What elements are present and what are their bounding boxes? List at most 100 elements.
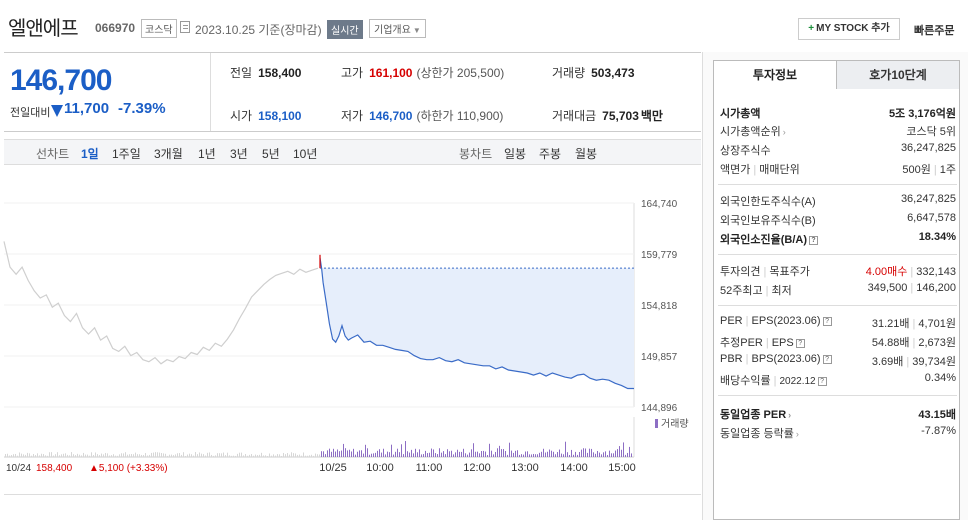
- foreign-rate-label-wrap: 외국인소진율(B/A)?: [720, 231, 818, 247]
- chevron-right-icon: ›: [788, 410, 792, 420]
- foreign-hold-row: 외국인보유주식수(B) 6,647,578: [720, 212, 956, 230]
- candle-weekly[interactable]: 주봉: [539, 147, 562, 161]
- help-icon[interactable]: ?: [817, 377, 827, 386]
- volume-bar: [307, 455, 308, 457]
- volume-bar: [331, 451, 332, 457]
- add-mystock-button[interactable]: + MY STOCK 추가: [798, 18, 900, 40]
- volume-legend-label: 거래량: [661, 418, 689, 430]
- volume-bar: [101, 453, 102, 457]
- y-tick-label: 149,857: [641, 352, 678, 363]
- sector-change-label: 동일업종 등락률: [720, 428, 794, 440]
- volume-bar: [581, 449, 582, 457]
- volume-bar: [585, 448, 586, 457]
- par-value: 500원: [902, 164, 931, 176]
- dividend-label: 배당수익률: [720, 375, 771, 387]
- help-icon[interactable]: ?: [822, 355, 832, 364]
- volume-bar: [507, 454, 508, 457]
- volume-bar: [555, 454, 556, 457]
- volume-bar: [51, 452, 52, 457]
- quick-order-link[interactable]: 빠른주문: [914, 25, 955, 37]
- volume-bar: [63, 453, 64, 457]
- volume-bar: [11, 455, 12, 457]
- volume-bar: [329, 448, 330, 457]
- period-3m[interactable]: 3개월: [154, 147, 183, 161]
- volume-bar: [575, 451, 576, 457]
- mcap-rank-row[interactable]: 시가총액순위 › 코스닥 5위: [720, 123, 956, 141]
- volume-bar: [125, 452, 126, 457]
- volume-bar: [417, 452, 418, 457]
- company-overview-label: 기업개요: [374, 25, 411, 36]
- volume-bar: [143, 455, 144, 457]
- company-overview-dropdown[interactable]: 기업개요 ▼: [369, 19, 426, 38]
- volume-bar: [93, 455, 94, 457]
- base-date: 2023.10.25 기준(장마감): [195, 23, 322, 37]
- x-tick-label: 11:00: [416, 462, 443, 474]
- period-10y[interactable]: 10년: [293, 147, 318, 161]
- period-5y[interactable]: 5년: [262, 147, 280, 161]
- volume-bar: [503, 449, 504, 457]
- period-1d[interactable]: 1일: [81, 147, 99, 161]
- help-icon[interactable]: ?: [809, 236, 818, 245]
- y-tick-label: 164,740: [641, 199, 678, 210]
- volume-bar: [397, 448, 398, 457]
- volume-bar: [233, 455, 234, 457]
- volume-bar: [553, 451, 554, 457]
- w52-row: 52주최고 | 최저 349,500 | 146,200: [720, 282, 956, 300]
- tab-orderbook-10[interactable]: 호가10단계: [836, 60, 960, 90]
- volume-bar: [429, 452, 430, 457]
- volume-bar: [339, 451, 340, 457]
- volume-bar: [509, 442, 510, 457]
- divider: [718, 305, 957, 306]
- volume-bar: [47, 455, 48, 457]
- volume-bar: [453, 454, 454, 457]
- volume-bar: [231, 455, 232, 457]
- volume-bar: [97, 454, 98, 457]
- est-eps-label: EPS: [771, 337, 794, 349]
- opinion-row: 투자의견 | 목표주가 4.00매수 | 332,143: [720, 263, 956, 281]
- volume-bar: [541, 451, 542, 457]
- volume-bar: [593, 452, 594, 457]
- sector-per-row[interactable]: 동일업종 PER › 43.15배: [720, 406, 956, 424]
- volume-bar: [95, 452, 96, 457]
- volume-bar: [497, 448, 498, 457]
- foreign-rate-label: 외국인소진율(B/A): [720, 234, 807, 246]
- volume-bar: [85, 454, 86, 457]
- help-icon[interactable]: ?: [795, 339, 805, 348]
- volume-bar: [265, 455, 266, 457]
- volume-bar: [623, 442, 624, 457]
- period-1y[interactable]: 1년: [198, 147, 216, 161]
- volume-bar: [201, 453, 202, 457]
- period-3y[interactable]: 3년: [230, 147, 248, 161]
- low-value: 146,700: [369, 109, 413, 123]
- realtime-badge[interactable]: 실시간: [327, 20, 363, 39]
- w52-low-value: 146,200: [916, 282, 956, 294]
- tab-invest-info[interactable]: 투자정보: [713, 60, 837, 90]
- volume-bar: [347, 450, 348, 457]
- prev-close: 전일 158,400: [230, 64, 301, 81]
- per-value: 31.21배: [871, 318, 910, 330]
- volume-bar: [217, 453, 218, 457]
- volume-bar: [589, 448, 590, 457]
- volume-bar: [479, 453, 480, 457]
- period-1w[interactable]: 1주일: [112, 147, 141, 161]
- volume-bar: [333, 448, 334, 457]
- volume-bar: [247, 455, 248, 457]
- volume-value: 503,473: [591, 66, 635, 80]
- high-price: 고가 161,100 (상한가 205,500): [341, 64, 504, 81]
- par-unit-values: 500원 | 1주: [902, 161, 956, 177]
- volume-bar: [261, 452, 262, 457]
- candle-daily[interactable]: 일봉: [504, 147, 527, 161]
- volume-bar: [351, 451, 352, 457]
- help-icon[interactable]: ?: [822, 317, 832, 326]
- volume-bar: [319, 454, 320, 457]
- volume-bar: [155, 452, 156, 457]
- volume-bar: [413, 453, 414, 457]
- volume-bar: [427, 453, 428, 457]
- volume-bar: [289, 454, 290, 457]
- volume-bar: [161, 453, 162, 457]
- volume-bar: [457, 449, 458, 457]
- sector-change-row[interactable]: 동일업종 등락률 › -7.87%: [720, 425, 956, 443]
- candle-monthly[interactable]: 월봉: [575, 147, 598, 161]
- volume-bar: [219, 453, 220, 457]
